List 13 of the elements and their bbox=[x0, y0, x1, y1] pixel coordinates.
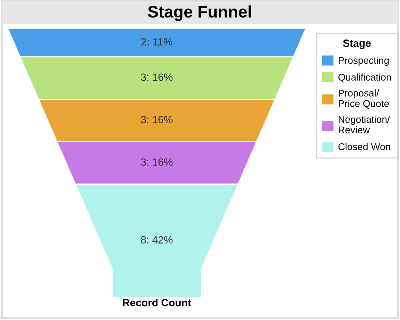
data-label: 3: 16% bbox=[141, 116, 173, 124]
category-label: Closed Won bbox=[338, 143, 390, 150]
category-label: Proposal/ Price Quote bbox=[339, 90, 390, 109]
data-label: 3: 16% bbox=[141, 158, 173, 166]
data-label: 8: 42% bbox=[141, 236, 173, 244]
legend-title: Stage bbox=[343, 40, 372, 50]
category-label: Prospecting bbox=[339, 56, 389, 66]
text: Record Count bbox=[123, 298, 192, 307]
data-label: 3: 16% bbox=[141, 74, 173, 82]
category-label: Qualification bbox=[338, 74, 392, 83]
category-label: Negotiation/ Review bbox=[339, 116, 390, 134]
data-label: 2: 11% bbox=[142, 38, 172, 46]
text: Stage Funnel bbox=[148, 6, 252, 22]
